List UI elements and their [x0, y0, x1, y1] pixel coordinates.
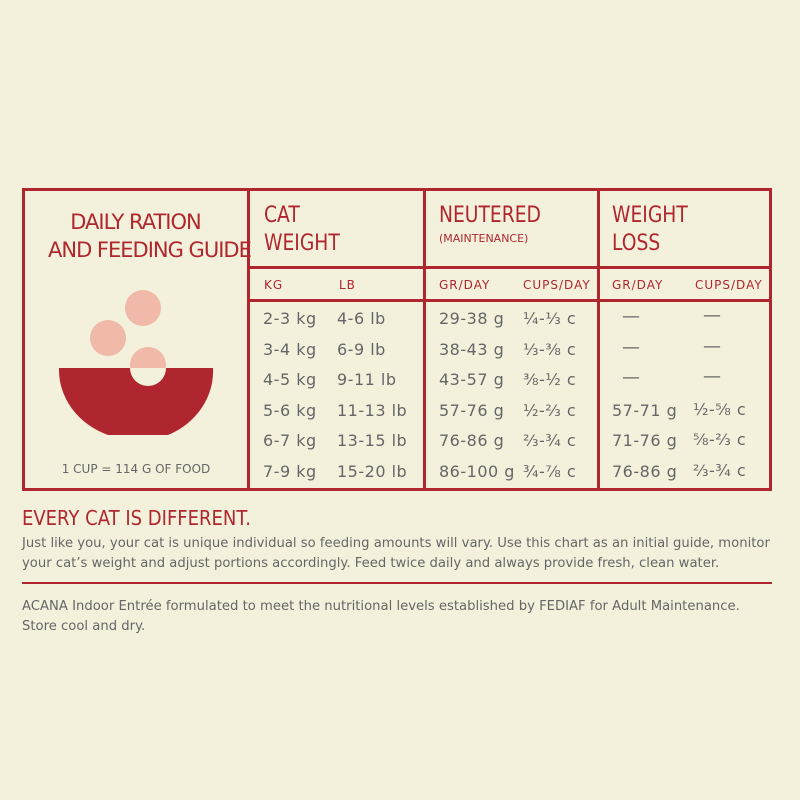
table-border-bottom — [22, 488, 772, 491]
cell-kg: 4-5 kg — [263, 370, 317, 389]
subheader-lb: LB — [339, 278, 356, 292]
subheader-gr-day: GR/DAY — [612, 278, 664, 292]
cell-lb: 11-13 lb — [337, 400, 408, 420]
cell-n-cups: ⅓-⅜ c — [523, 339, 577, 359]
cell-w-cups: ⅝-⅔ c — [693, 430, 747, 449]
cell-w-cups: — — [703, 335, 722, 357]
bowl-with-kibble-icon — [58, 290, 214, 435]
subheader-cups-day: CUPS/DAY — [523, 278, 591, 292]
footer-line2: Store cool and dry. — [22, 619, 146, 634]
header-loss: LOSS — [612, 231, 661, 256]
cell-lb: 4-6 lb — [337, 309, 386, 328]
cell-w-gr: 71-76 g — [612, 431, 678, 450]
cell-n-cups: ¼-⅓ c — [523, 309, 577, 328]
panel-title-line2: AND FEEDING GUIDE — [48, 238, 252, 262]
cell-w-cups: ⅔-¾ c — [693, 460, 747, 480]
divider — [22, 582, 772, 584]
cell-w-cups: — — [703, 366, 722, 387]
cell-w-gr: — — [622, 306, 641, 327]
every-cat-body: Just like you, your cat is unique indivi… — [22, 536, 770, 571]
cell-w-gr: 57-71 g — [612, 400, 678, 420]
divider — [247, 299, 772, 302]
header-cat-line1: CAT — [264, 203, 300, 228]
cell-w-cups: ½-⅝ c — [693, 399, 747, 419]
subheader-kg: KG — [264, 278, 284, 292]
panel-title-line1: DAILY RATION — [70, 210, 202, 234]
cell-lb: 9-11 lb — [337, 370, 397, 389]
divider — [597, 188, 600, 491]
cell-n-cups: ⅜-½ c — [523, 370, 577, 389]
divider — [247, 266, 772, 269]
table-border-left — [22, 188, 25, 491]
cell-w-gr: 76-86 g — [612, 461, 678, 481]
cell-n-gr: 57-76 g — [439, 400, 505, 420]
subheader-cups-day: CUPS/DAY — [695, 278, 763, 292]
subheader-gr-day: GR/DAY — [439, 278, 491, 292]
divider — [423, 188, 426, 491]
cell-kg: 5-6 kg — [263, 400, 317, 420]
cell-lb: 13-15 lb — [337, 431, 408, 450]
every-cat-heading: EVERY CAT IS DIFFERENT. — [22, 506, 251, 530]
cell-n-cups: ½-⅔ c — [523, 400, 577, 420]
cell-w-gr: — — [622, 336, 641, 358]
header-maintenance: (MAINTENANCE) — [439, 232, 529, 245]
cup-note: 1 CUP = 114 G OF FOOD — [61, 462, 211, 476]
table-border-top — [22, 188, 772, 191]
cell-n-gr: 43-57 g — [439, 370, 505, 389]
header-cat-line2: WEIGHT — [264, 231, 340, 256]
cell-n-gr: 76-86 g — [439, 431, 505, 450]
cell-kg: 3-4 kg — [263, 339, 317, 359]
cell-n-gr: 86-100 g — [439, 461, 515, 481]
cell-n-gr: 29-38 g — [439, 309, 505, 328]
cell-lb: 15-20 lb — [337, 461, 408, 481]
cell-n-cups: ⅔-¾ c — [523, 431, 577, 450]
divider — [247, 188, 250, 491]
footer-line1: ACANA Indoor Entrée formulated to meet t… — [22, 599, 740, 614]
header-weight: WEIGHT — [612, 203, 688, 228]
cell-lb: 6-9 lb — [337, 339, 386, 359]
cell-n-gr: 38-43 g — [439, 339, 505, 359]
cell-w-gr: — — [622, 367, 641, 388]
table-border-right — [769, 188, 772, 491]
cell-kg: 7-9 kg — [263, 461, 317, 481]
cell-n-cups: ¾-⅞ c — [523, 461, 577, 481]
cell-kg: 6-7 kg — [263, 431, 317, 450]
header-neutered: NEUTERED — [439, 203, 541, 228]
cell-w-cups: — — [703, 305, 722, 326]
cell-kg: 2-3 kg — [263, 309, 317, 328]
